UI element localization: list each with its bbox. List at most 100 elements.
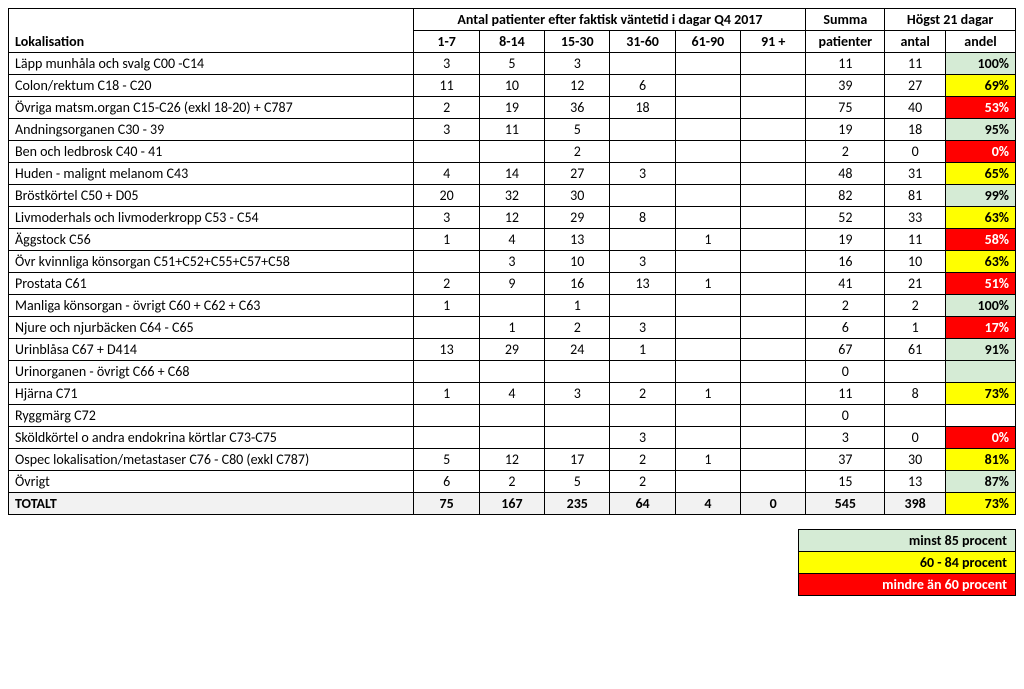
cell-antal: 81 — [885, 185, 946, 207]
cell-lokalisation: Ospec lokalisation/metastaser C76 - C80 … — [9, 449, 414, 471]
cell-summa: 0 — [806, 405, 885, 427]
cell-bucket-5 — [741, 141, 806, 163]
cell-lokalisation: Njure och njurbäcken C64 - C65 — [9, 317, 414, 339]
header-hogst: Högst 21 dagar — [885, 9, 1016, 31]
cell-andel: 100% — [946, 53, 1016, 75]
cell-andel: 51% — [946, 273, 1016, 295]
table-row: Huden - malignt melanom C43414273483165% — [9, 163, 1016, 185]
table-row: Hjärna C711432111873% — [9, 383, 1016, 405]
cell-antal: 27 — [885, 75, 946, 97]
cell-bucket-1 — [479, 141, 544, 163]
cell-summa: 48 — [806, 163, 885, 185]
table-row: Livmoderhals och livmoderkropp C53 - C54… — [9, 207, 1016, 229]
cell-bucket-4 — [675, 207, 740, 229]
table-row: Övriga matsm.organ C15-C26 (exkl 18-20) … — [9, 97, 1016, 119]
cell-bucket-1: 12 — [479, 207, 544, 229]
cell-bucket-3 — [610, 295, 675, 317]
cell-bucket-0: 2 — [414, 273, 479, 295]
cell-lokalisation: Övrigt — [9, 471, 414, 493]
cell-bucket-3: 3 — [610, 163, 675, 185]
cell-lokalisation: TOTALT — [9, 493, 414, 515]
cell-bucket-2: 30 — [545, 185, 610, 207]
cell-summa: 19 — [806, 119, 885, 141]
cell-bucket-2 — [545, 405, 610, 427]
cell-antal: 61 — [885, 339, 946, 361]
table-row: Bröstkörtel C50 + D05203230828199% — [9, 185, 1016, 207]
cell-bucket-1: 5 — [479, 53, 544, 75]
cell-bucket-3: 6 — [610, 75, 675, 97]
cell-bucket-4 — [675, 185, 740, 207]
cell-andel: 100% — [946, 295, 1016, 317]
cell-lokalisation: Övr kvinnliga könsorgan C51+C52+C55+C57+… — [9, 251, 414, 273]
header-bucket-1: 8-14 — [479, 31, 544, 53]
cell-bucket-4 — [675, 405, 740, 427]
cell-summa: 52 — [806, 207, 885, 229]
cell-summa: 16 — [806, 251, 885, 273]
table-row: Manliga könsorgan - övrigt C60 + C62 + C… — [9, 295, 1016, 317]
cell-bucket-2: 36 — [545, 97, 610, 119]
cell-bucket-1 — [479, 405, 544, 427]
legend-item: mindre än 60 procent — [799, 574, 1016, 596]
cell-antal: 40 — [885, 97, 946, 119]
cell-antal: 31 — [885, 163, 946, 185]
cell-bucket-3 — [610, 141, 675, 163]
cell-bucket-5 — [741, 185, 806, 207]
cell-antal: 10 — [885, 251, 946, 273]
wait-time-table: Lokalisation Antal patienter efter fakti… — [8, 8, 1016, 515]
cell-lokalisation: Colon/rektum C18 - C20 — [9, 75, 414, 97]
cell-bucket-4: 4 — [675, 493, 740, 515]
cell-andel: 99% — [946, 185, 1016, 207]
cell-bucket-2: 235 — [545, 493, 610, 515]
cell-bucket-1: 11 — [479, 119, 544, 141]
cell-andel: 58% — [946, 229, 1016, 251]
cell-summa: 11 — [806, 383, 885, 405]
table-row: Ben och ledbrosk C40 - 412200% — [9, 141, 1016, 163]
cell-bucket-5 — [741, 383, 806, 405]
cell-bucket-1: 14 — [479, 163, 544, 185]
cell-bucket-5 — [741, 405, 806, 427]
cell-bucket-2: 12 — [545, 75, 610, 97]
cell-antal: 2 — [885, 295, 946, 317]
cell-andel — [946, 361, 1016, 383]
cell-bucket-2: 1 — [545, 295, 610, 317]
cell-bucket-2: 27 — [545, 163, 610, 185]
cell-bucket-1 — [479, 427, 544, 449]
header-bucket-4: 61-90 — [675, 31, 740, 53]
cell-bucket-3: 18 — [610, 97, 675, 119]
header-summa: Summa — [806, 9, 885, 31]
cell-bucket-3: 8 — [610, 207, 675, 229]
table-row: Ryggmärg C720 — [9, 405, 1016, 427]
cell-bucket-2: 17 — [545, 449, 610, 471]
header-andel: andel — [946, 31, 1016, 53]
cell-bucket-2: 10 — [545, 251, 610, 273]
cell-bucket-2: 3 — [545, 383, 610, 405]
cell-bucket-5 — [741, 427, 806, 449]
table-row: Övr kvinnliga könsorgan C51+C52+C55+C57+… — [9, 251, 1016, 273]
cell-summa: 39 — [806, 75, 885, 97]
cell-bucket-1: 9 — [479, 273, 544, 295]
cell-bucket-4: 1 — [675, 229, 740, 251]
cell-bucket-1: 12 — [479, 449, 544, 471]
cell-bucket-0: 1 — [414, 383, 479, 405]
legend-item: minst 85 procent — [799, 530, 1016, 552]
cell-bucket-2: 5 — [545, 471, 610, 493]
cell-bucket-5 — [741, 53, 806, 75]
header-bucket-3: 31-60 — [610, 31, 675, 53]
table-row: Urinblåsa C67 + D4141329241676191% — [9, 339, 1016, 361]
cell-bucket-5 — [741, 75, 806, 97]
cell-bucket-0: 11 — [414, 75, 479, 97]
cell-antal: 21 — [885, 273, 946, 295]
cell-antal — [885, 361, 946, 383]
cell-bucket-4 — [675, 427, 740, 449]
table-row: Colon/rektum C18 - C201110126392769% — [9, 75, 1016, 97]
cell-bucket-5 — [741, 229, 806, 251]
cell-bucket-1: 1 — [479, 317, 544, 339]
cell-lokalisation: Livmoderhals och livmoderkropp C53 - C54 — [9, 207, 414, 229]
cell-bucket-5 — [741, 273, 806, 295]
cell-bucket-2: 29 — [545, 207, 610, 229]
cell-bucket-0: 3 — [414, 53, 479, 75]
cell-bucket-4 — [675, 339, 740, 361]
cell-lokalisation: Andningsorganen C30 - 39 — [9, 119, 414, 141]
cell-bucket-2: 3 — [545, 53, 610, 75]
cell-bucket-2: 5 — [545, 119, 610, 141]
